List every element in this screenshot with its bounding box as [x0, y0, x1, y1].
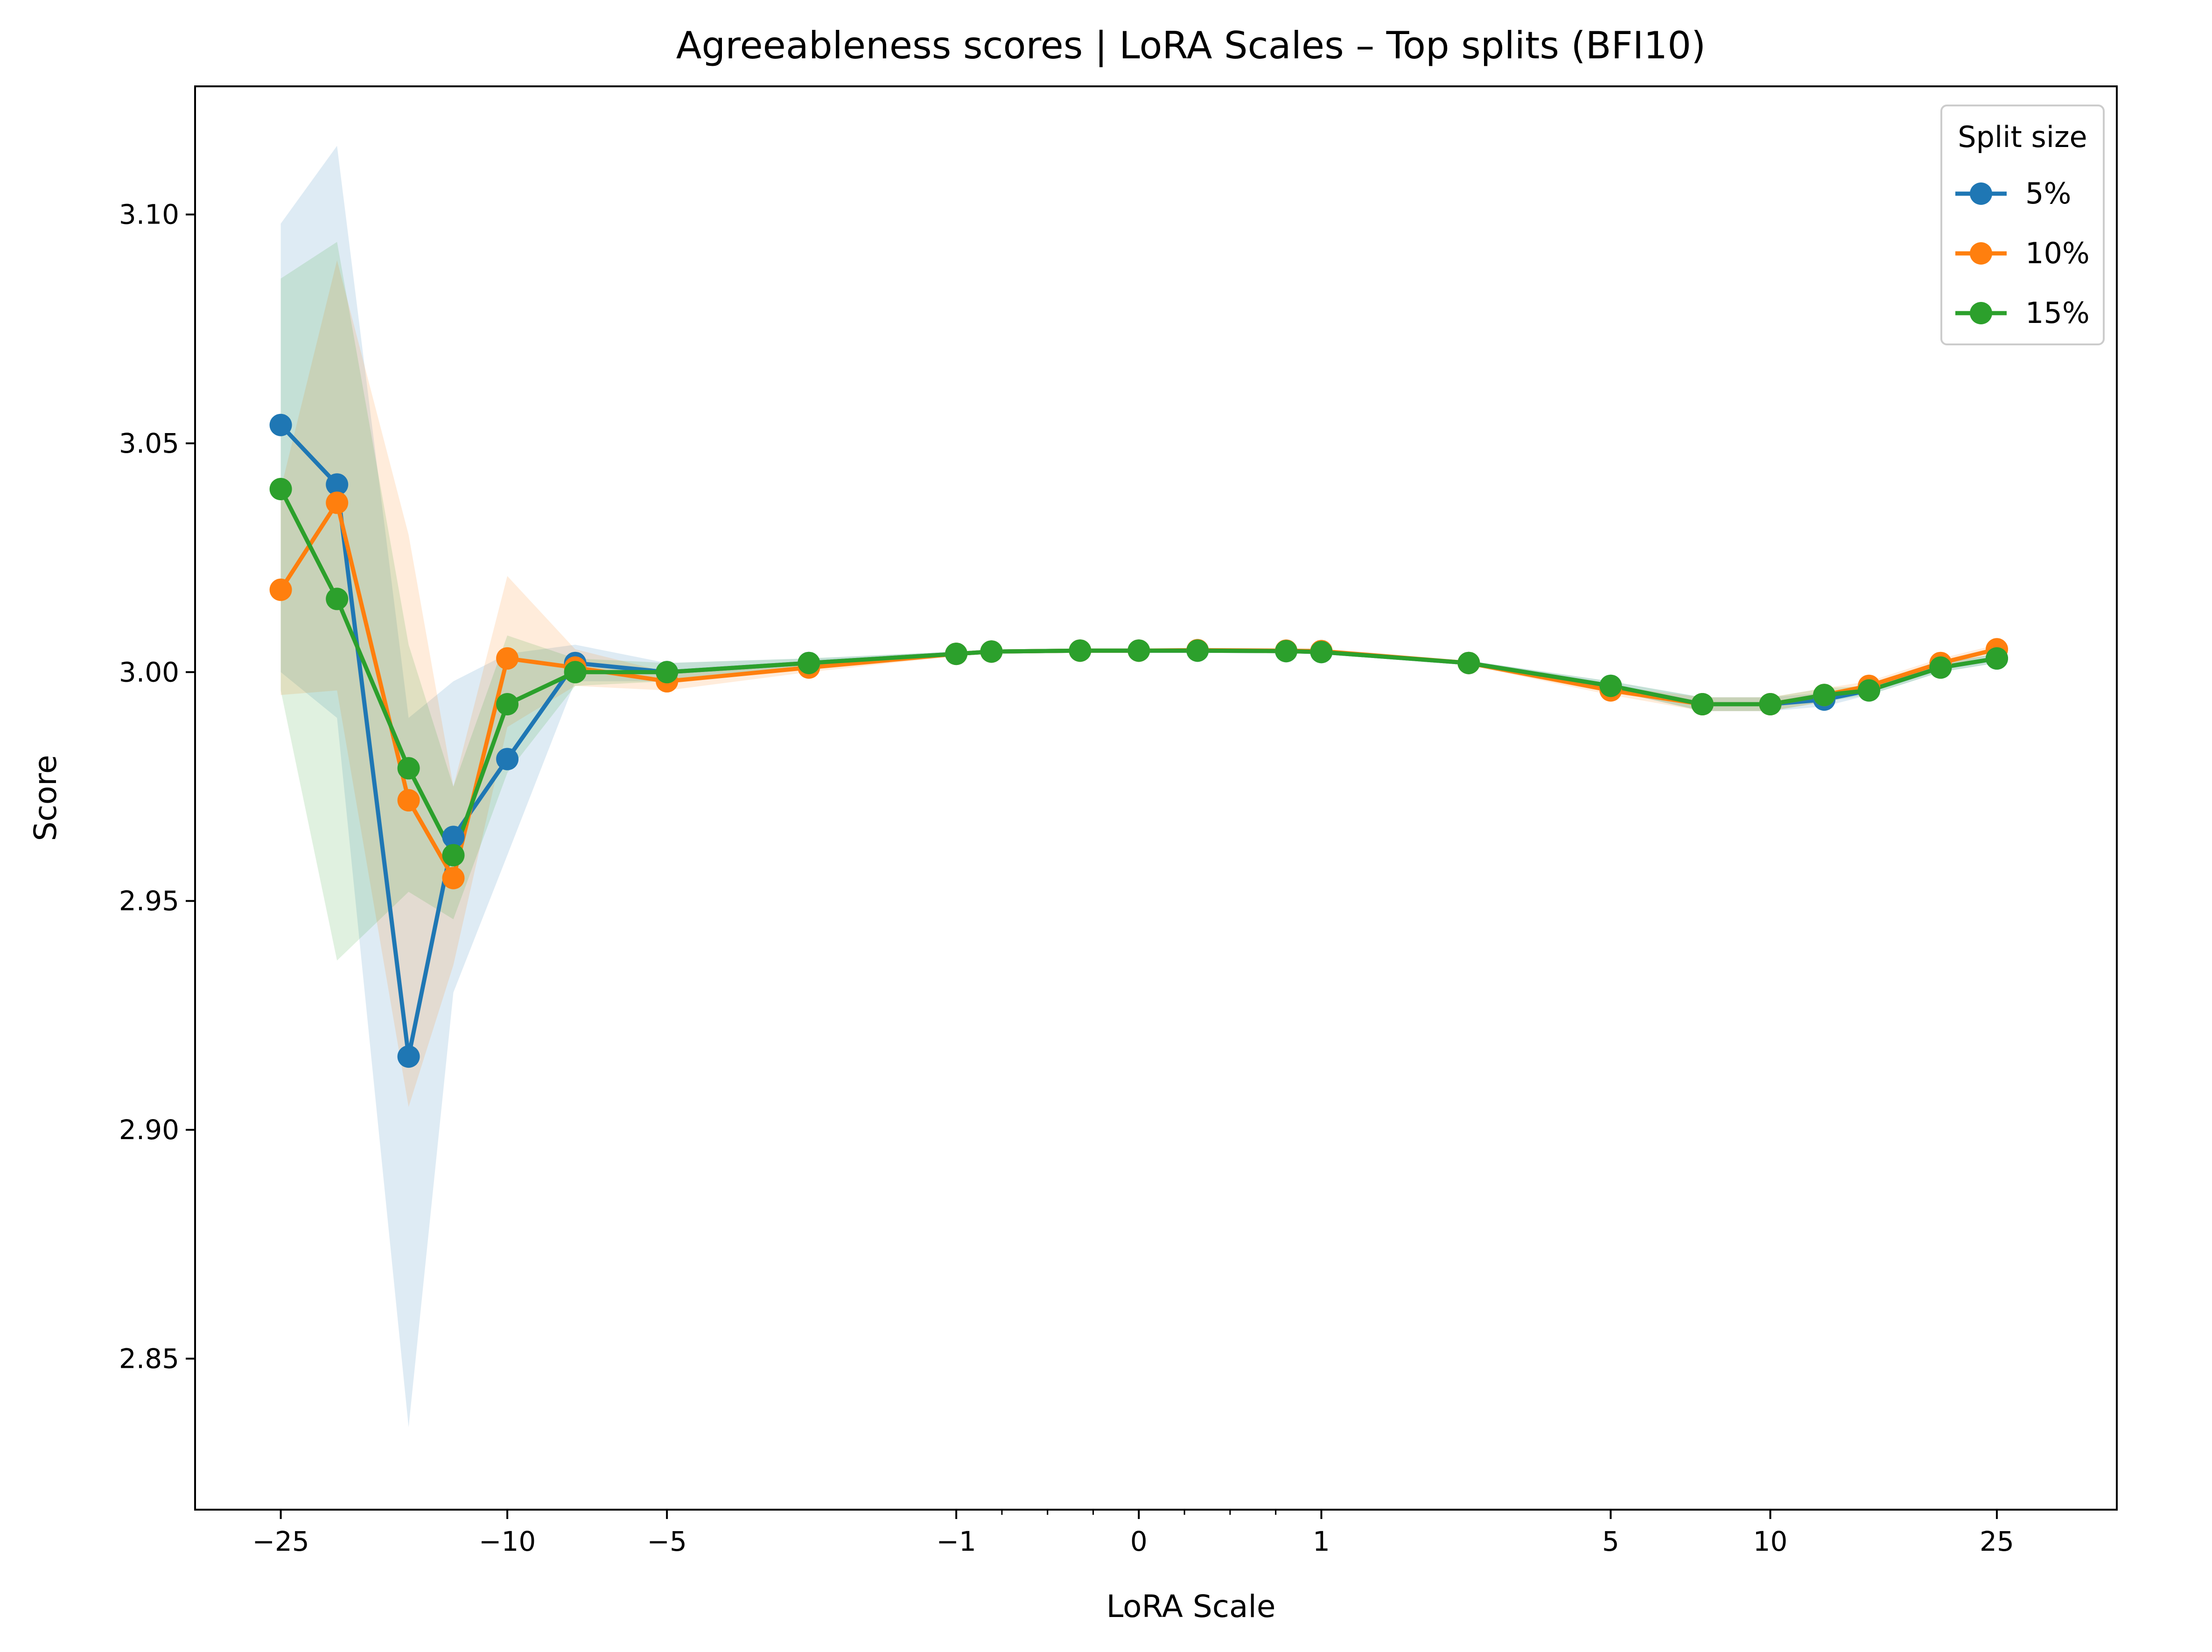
- data-point-2-14: [1310, 641, 1333, 664]
- data-point-2-16: [1599, 674, 1622, 697]
- data-point-2-6: [656, 661, 679, 684]
- data-point-2-13: [1275, 640, 1298, 663]
- data-point-2-10: [1069, 639, 1092, 662]
- x-axis-label: LoRA Scale: [1106, 1589, 1276, 1624]
- legend: Split size 5% 10% 15%: [1940, 105, 2105, 345]
- data-point-0-2: [397, 1045, 420, 1068]
- data-point-2-18: [1759, 693, 1782, 715]
- confidence-band-1: [280, 260, 1997, 1107]
- x-tick-label-8: 25: [1980, 1526, 2014, 1557]
- data-point-2-2: [397, 757, 420, 780]
- data-point-2-19: [1813, 684, 1836, 707]
- y-tick-label-4: 3.05: [119, 427, 179, 459]
- plot-area-frame: [194, 85, 2118, 1511]
- y-tick-label-0: 2.85: [119, 1343, 179, 1374]
- series-points: [269, 413, 2008, 1068]
- legend-marker-1: [1970, 242, 1992, 265]
- data-point-2-21: [1929, 656, 1952, 679]
- y-axis-label: Score: [28, 755, 63, 841]
- y-tick-label-5: 3.10: [119, 199, 179, 231]
- data-point-2-5: [564, 661, 587, 684]
- data-point-0-0: [269, 413, 292, 436]
- data-point-2-11: [1127, 639, 1150, 662]
- data-point-2-1: [326, 588, 349, 610]
- data-point-2-15: [1457, 651, 1480, 674]
- data-point-1-3: [442, 867, 465, 889]
- x-tick-label-1: −10: [479, 1526, 536, 1557]
- x-tick-label-6: 5: [1602, 1526, 1619, 1557]
- x-tick-label-2: −5: [647, 1526, 687, 1557]
- data-point-1-4: [496, 647, 519, 670]
- x-axis-ticks: −25 −10 −5 −1 0 1 5 10 25: [252, 1510, 2014, 1557]
- chart-title: Agreeableness scores | LoRA Scales – Top…: [676, 24, 1706, 68]
- data-point-2-9: [980, 640, 1003, 663]
- data-point-2-0: [269, 478, 292, 500]
- data-point-2-12: [1186, 639, 1209, 662]
- x-tick-label-4: 0: [1130, 1526, 1148, 1557]
- legend-label-1: 10%: [2025, 236, 2090, 270]
- y-axis-ticks: 2.85 2.90 2.95 3.00 3.05 3.10: [119, 199, 195, 1374]
- data-point-1-2: [397, 789, 420, 812]
- legend-entries: 5% 10% 15%: [1955, 176, 2090, 330]
- data-point-2-17: [1691, 693, 1714, 715]
- x-tick-label-3: −1: [936, 1526, 976, 1557]
- legend-title: Split size: [1958, 120, 2087, 154]
- data-point-0-1: [326, 473, 349, 496]
- legend-box: [1940, 105, 2105, 345]
- data-point-2-20: [1858, 679, 1880, 702]
- data-point-0-3: [442, 826, 465, 848]
- data-point-1-0: [269, 578, 292, 601]
- data-point-2-7: [798, 651, 820, 674]
- data-point-0-4: [496, 748, 519, 770]
- y-tick-label-1: 2.90: [119, 1114, 179, 1146]
- data-point-1-1: [326, 491, 349, 514]
- legend-marker-2: [1970, 302, 1992, 324]
- x-tick-label-5: 1: [1313, 1526, 1330, 1557]
- y-tick-label-2: 2.95: [119, 885, 179, 917]
- x-tick-label-7: 10: [1753, 1526, 1788, 1557]
- data-point-2-22: [1986, 647, 2008, 670]
- legend-label-2: 15%: [2025, 296, 2090, 330]
- data-point-2-8: [945, 643, 968, 665]
- legend-marker-0: [1970, 182, 1992, 205]
- legend-label-0: 5%: [2025, 176, 2071, 210]
- data-point-2-4: [496, 693, 519, 715]
- x-tick-label-0: −25: [252, 1526, 309, 1557]
- y-tick-label-3: 3.00: [119, 656, 179, 688]
- data-point-2-3: [442, 844, 465, 867]
